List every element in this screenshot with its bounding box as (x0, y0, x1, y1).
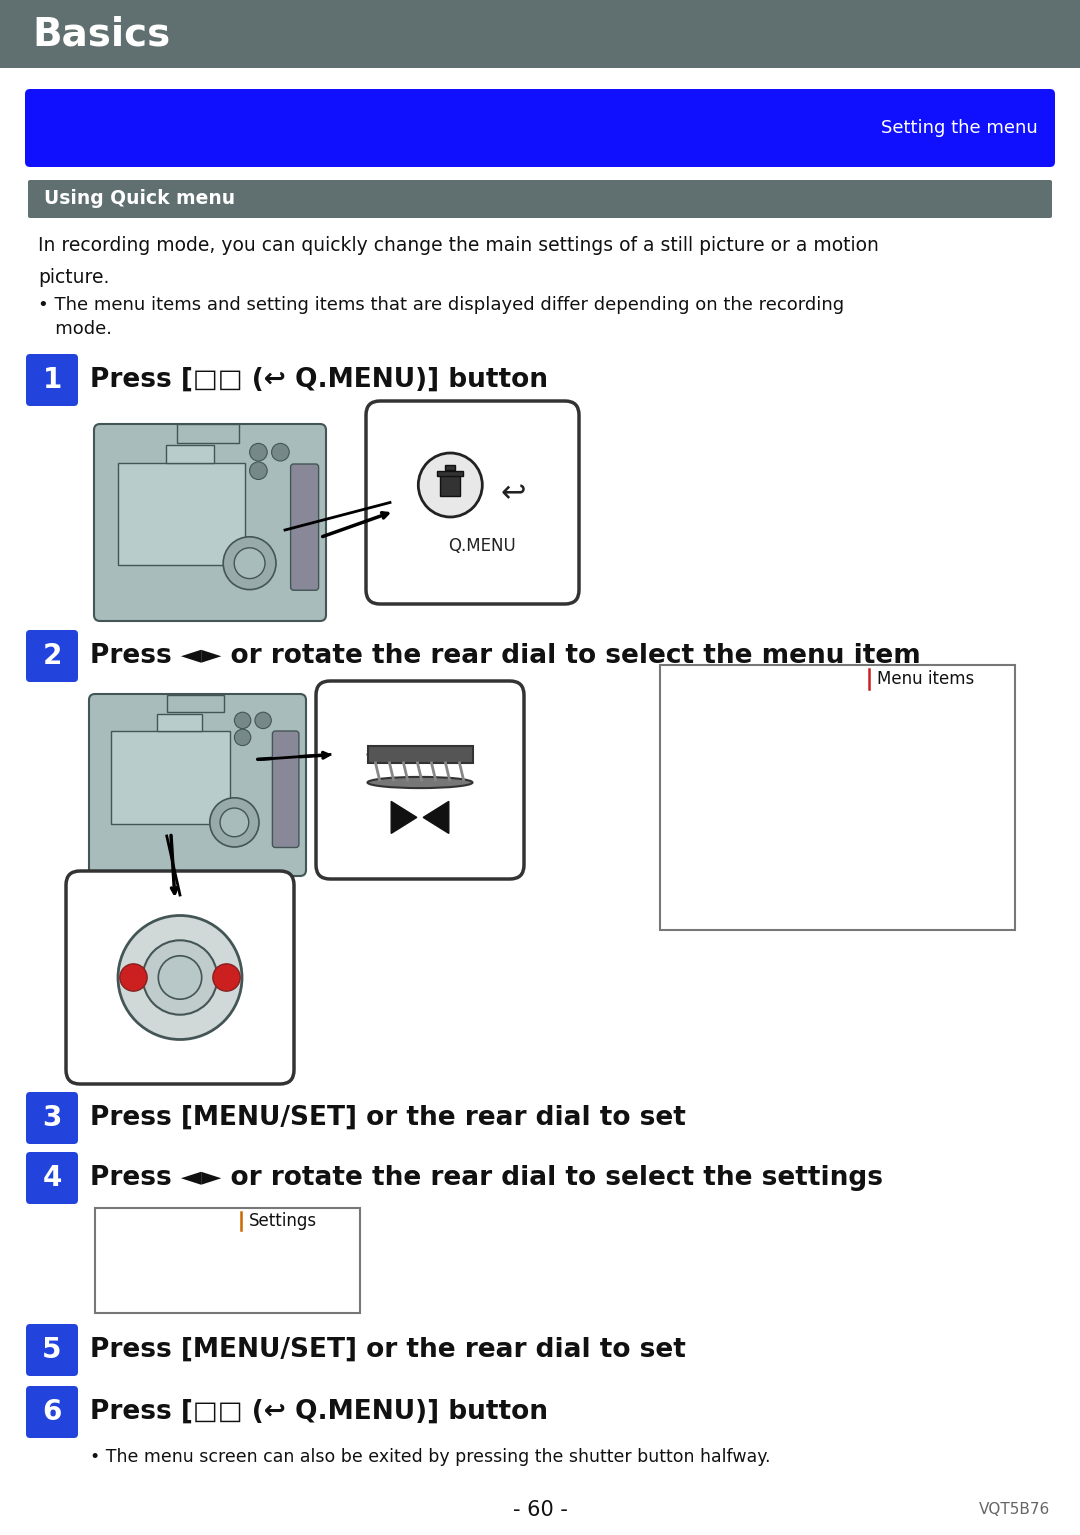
Text: Setting the menu: Setting the menu (881, 120, 1038, 137)
Circle shape (271, 444, 289, 460)
Bar (157, 714, 202, 731)
Text: VQT5B76: VQT5B76 (978, 1503, 1050, 1518)
FancyBboxPatch shape (94, 424, 326, 622)
Circle shape (120, 964, 147, 992)
Text: 6: 6 (42, 1398, 62, 1426)
FancyBboxPatch shape (25, 89, 1055, 167)
FancyBboxPatch shape (272, 731, 299, 847)
Text: Press [□□ (↩ Q.MENU)] button: Press [□□ (↩ Q.MENU)] button (90, 1398, 548, 1424)
Text: Menu items: Menu items (877, 669, 975, 688)
Circle shape (213, 964, 240, 992)
Circle shape (249, 462, 267, 479)
Text: mode.: mode. (38, 319, 112, 338)
FancyBboxPatch shape (26, 629, 78, 682)
Text: - 60 -: - 60 - (513, 1500, 567, 1520)
Text: ↩: ↩ (500, 479, 526, 508)
Circle shape (159, 956, 202, 999)
Bar (367, 746, 473, 763)
FancyBboxPatch shape (28, 180, 1052, 218)
Text: 3: 3 (42, 1104, 62, 1131)
Circle shape (143, 941, 217, 1015)
Bar (437, 471, 463, 476)
Text: 4: 4 (42, 1164, 62, 1193)
Bar (441, 474, 460, 496)
Text: Basics: Basics (32, 15, 171, 54)
Text: In recording mode, you can quickly change the main settings of a still picture o: In recording mode, you can quickly chang… (38, 236, 879, 255)
Text: Settings: Settings (248, 1213, 316, 1230)
Circle shape (418, 453, 483, 517)
FancyBboxPatch shape (26, 1386, 78, 1438)
FancyBboxPatch shape (291, 464, 319, 591)
Bar (118, 464, 245, 565)
Text: 1: 1 (42, 365, 62, 394)
Text: Press ◄► or rotate the rear dial to select the menu item: Press ◄► or rotate the rear dial to sele… (90, 643, 921, 669)
Text: 2: 2 (42, 642, 62, 669)
Circle shape (224, 537, 276, 589)
FancyBboxPatch shape (316, 682, 524, 880)
Text: Press [MENU/SET] or the rear dial to set: Press [MENU/SET] or the rear dial to set (90, 1105, 686, 1131)
Ellipse shape (367, 777, 473, 787)
Ellipse shape (367, 749, 473, 760)
Bar (166, 445, 215, 464)
Polygon shape (391, 801, 417, 834)
Text: 5: 5 (42, 1335, 62, 1365)
Bar (95, 1208, 360, 1312)
FancyBboxPatch shape (26, 355, 78, 405)
Circle shape (118, 915, 242, 1039)
Text: Q.MENU: Q.MENU (448, 537, 515, 556)
Circle shape (220, 807, 248, 837)
Bar (660, 665, 1015, 930)
Text: Press [MENU/SET] or the rear dial to set: Press [MENU/SET] or the rear dial to set (90, 1337, 686, 1363)
FancyBboxPatch shape (26, 1325, 78, 1375)
Text: picture.: picture. (38, 269, 109, 287)
Bar (111, 731, 230, 824)
Bar (0, 0, 1080, 68)
Text: Using Quick menu: Using Quick menu (44, 189, 235, 209)
Circle shape (234, 712, 251, 729)
Circle shape (210, 798, 259, 847)
Text: • The menu screen can also be exited by pressing the shutter button halfway.: • The menu screen can also be exited by … (90, 1448, 770, 1466)
Bar (177, 425, 239, 444)
FancyBboxPatch shape (26, 1091, 78, 1144)
FancyBboxPatch shape (26, 1151, 78, 1203)
Circle shape (255, 712, 271, 729)
FancyBboxPatch shape (89, 694, 306, 876)
Circle shape (234, 729, 251, 746)
Circle shape (234, 548, 265, 579)
Text: Press ◄► or rotate the rear dial to select the settings: Press ◄► or rotate the rear dial to sele… (90, 1165, 883, 1191)
Bar (166, 695, 225, 712)
FancyBboxPatch shape (366, 401, 579, 603)
Circle shape (249, 444, 267, 460)
Polygon shape (423, 801, 449, 834)
Text: Press [□□ (↩ Q.MENU)] button: Press [□□ (↩ Q.MENU)] button (90, 367, 548, 393)
Bar (445, 465, 456, 470)
FancyBboxPatch shape (66, 870, 294, 1084)
Text: • The menu items and setting items that are displayed differ depending on the re: • The menu items and setting items that … (38, 296, 845, 315)
